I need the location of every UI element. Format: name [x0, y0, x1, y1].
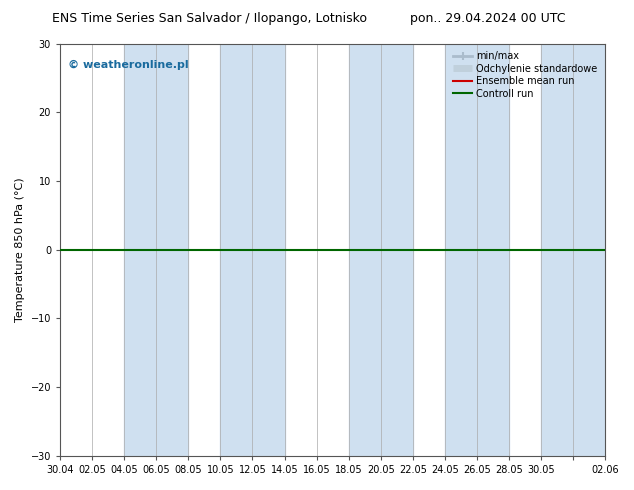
- Legend: min/max, Odchylenie standardowe, Ensemble mean run, Controll run: min/max, Odchylenie standardowe, Ensembl…: [450, 49, 600, 101]
- Bar: [124, 44, 188, 456]
- Y-axis label: Temperature 850 hPa (°C): Temperature 850 hPa (°C): [15, 177, 25, 322]
- Bar: [541, 44, 605, 456]
- Text: © weatheronline.pl: © weatheronline.pl: [68, 60, 189, 70]
- Bar: [445, 44, 509, 456]
- Text: ENS Time Series San Salvador / Ilopango, Lotnisko: ENS Time Series San Salvador / Ilopango,…: [52, 12, 366, 25]
- Text: pon.. 29.04.2024 00 UTC: pon.. 29.04.2024 00 UTC: [410, 12, 566, 25]
- Bar: [349, 44, 413, 456]
- Bar: [221, 44, 285, 456]
